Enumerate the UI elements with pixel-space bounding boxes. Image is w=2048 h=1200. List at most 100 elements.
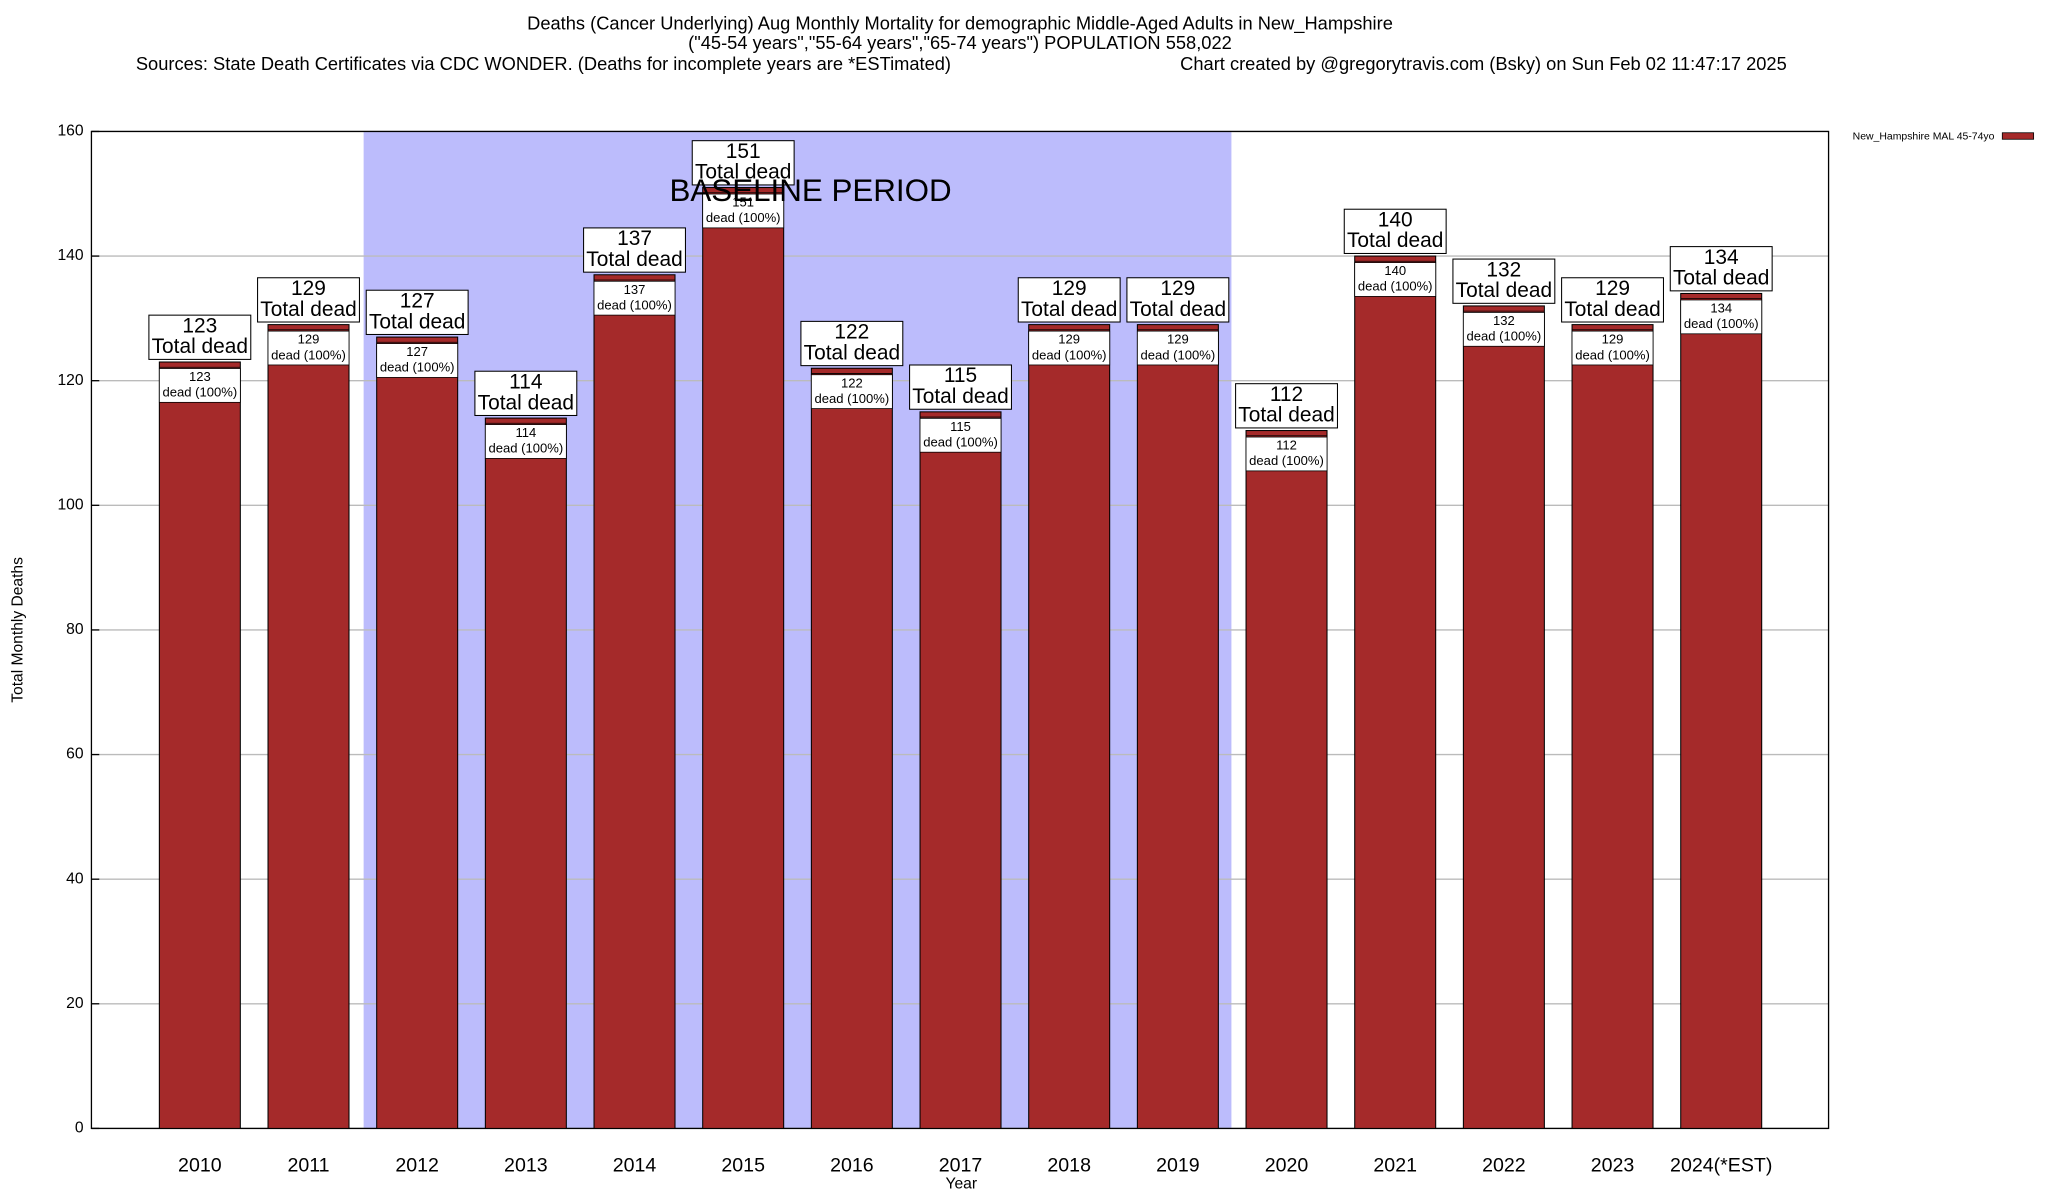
- bar: [1136, 324, 1219, 1129]
- bar: [267, 324, 350, 1129]
- total-label-box: [257, 277, 360, 323]
- x-tick-label: 2023: [1591, 1154, 1635, 1176]
- y-tick-label: 120: [57, 372, 83, 389]
- total-label-value: 123: [182, 314, 217, 337]
- total-label-value: 112: [1270, 383, 1303, 406]
- chart-title: Deaths (Cancer Underlying) Aug Monthly M…: [527, 13, 1393, 35]
- bar: [1571, 324, 1654, 1129]
- share-label-box: [376, 343, 459, 378]
- total-label-box: [909, 364, 1012, 410]
- share-label-text: dead (100%): [706, 210, 781, 225]
- share-label-value: 129: [1602, 332, 1624, 347]
- bar: [1245, 430, 1328, 1129]
- x-tick-label: 2014: [613, 1154, 657, 1176]
- total-label-text: Total dead: [1021, 298, 1117, 321]
- total-label-box: [583, 227, 686, 273]
- x-tick-label: 2022: [1482, 1154, 1526, 1176]
- y-tick-label: 0: [75, 1120, 84, 1137]
- total-label-value: 129: [1052, 277, 1087, 300]
- share-label-box: [1680, 299, 1763, 335]
- share-label-box: [267, 330, 350, 366]
- share-label-text: dead (100%): [815, 391, 890, 406]
- total-label-value: 129: [1160, 277, 1195, 300]
- total-label-box: [474, 370, 578, 416]
- total-label-text: Total dead: [804, 341, 900, 364]
- x-tick-label: 2012: [395, 1154, 439, 1176]
- bar: [484, 417, 567, 1129]
- total-label-value: 129: [291, 277, 326, 300]
- share-label-box: [1028, 330, 1111, 366]
- share-label-text: dead (100%): [923, 435, 998, 450]
- total-label-box: [1017, 277, 1121, 323]
- share-label-text: dead (100%): [1684, 316, 1759, 331]
- chart-subtitle: ("45-54 years","55-64 years","65-74 year…: [688, 32, 1232, 53]
- bar: [1354, 255, 1437, 1129]
- x-tick-label: 2015: [721, 1154, 765, 1176]
- x-tick-label: 2016: [830, 1154, 874, 1176]
- total-label-text: Total dead: [695, 161, 791, 184]
- share-label-box: [593, 280, 676, 316]
- total-label-text: Total dead: [369, 310, 465, 333]
- y-tick-label: 20: [66, 995, 84, 1012]
- total-label-value: 132: [1486, 258, 1521, 281]
- share-label-value: 115: [950, 419, 971, 434]
- total-label-text: Total dead: [912, 385, 1008, 408]
- total-label-box: [1669, 246, 1773, 292]
- total-label-value: 114: [509, 370, 542, 393]
- y-tick-label: 100: [57, 496, 83, 513]
- share-label-box: [1571, 330, 1654, 366]
- bar: [1462, 305, 1545, 1129]
- share-label-text: dead (100%): [489, 441, 564, 456]
- share-label-value: 127: [406, 344, 428, 359]
- share-label-value: 129: [1058, 332, 1080, 347]
- share-label-value: 112: [1276, 438, 1297, 453]
- share-label-text: dead (100%): [1467, 329, 1542, 344]
- y-tick-label: 60: [66, 746, 84, 763]
- chart-source: Sources: State Death Certificates via CD…: [136, 53, 951, 74]
- share-label-box: [810, 374, 893, 409]
- total-label-text: Total dead: [260, 298, 356, 321]
- total-label-text: Total dead: [1238, 404, 1334, 427]
- total-label-value: 129: [1595, 277, 1630, 300]
- total-label-value: 115: [944, 364, 977, 387]
- bar: [810, 367, 893, 1129]
- total-label-box: [691, 140, 795, 186]
- total-label-box: [365, 289, 469, 335]
- share-label-box: [158, 368, 241, 403]
- total-label-value: 127: [400, 289, 435, 312]
- share-label-value: 129: [298, 332, 320, 347]
- total-label-value: 122: [834, 321, 869, 344]
- share-label-value: 123: [189, 369, 211, 384]
- x-tick-label: 2020: [1265, 1154, 1309, 1176]
- bar: [593, 274, 676, 1129]
- bar: [376, 336, 459, 1129]
- total-label-value: 134: [1704, 246, 1739, 269]
- total-label-text: Total dead: [1347, 229, 1443, 252]
- share-label-text: dead (100%): [1141, 347, 1216, 362]
- share-label-text: dead (100%): [1249, 453, 1324, 468]
- total-label-text: Total dead: [1130, 298, 1226, 321]
- total-label-value: 137: [617, 227, 652, 250]
- share-label-text: dead (100%): [380, 360, 455, 375]
- bar: [158, 361, 241, 1129]
- share-label-box: [1245, 436, 1328, 472]
- total-label-text: Total dead: [478, 391, 574, 414]
- y-tick-label: 140: [57, 247, 83, 264]
- legend-label: New_Hampshire MAL 45-74yo: [1853, 131, 1995, 142]
- share-label-value: 132: [1493, 313, 1515, 328]
- total-label-box: [148, 314, 252, 360]
- x-tick-label: 2024(*EST): [1670, 1154, 1772, 1176]
- x-axis-label: Year: [945, 1176, 977, 1193]
- share-label-value: 137: [624, 282, 646, 297]
- share-label-value: 114: [515, 425, 536, 440]
- total-label-text: Total dead: [1456, 279, 1552, 302]
- share-label-box: [702, 193, 785, 229]
- x-tick-label: 2019: [1156, 1154, 1200, 1176]
- y-axis-label: Total Monthly Deaths: [9, 557, 26, 703]
- share-label-value: 134: [1710, 301, 1732, 316]
- share-label-value: 122: [841, 375, 863, 390]
- x-tick-label: 2011: [287, 1154, 329, 1176]
- bar: [919, 411, 1002, 1129]
- x-tick-label: 2018: [1047, 1154, 1091, 1176]
